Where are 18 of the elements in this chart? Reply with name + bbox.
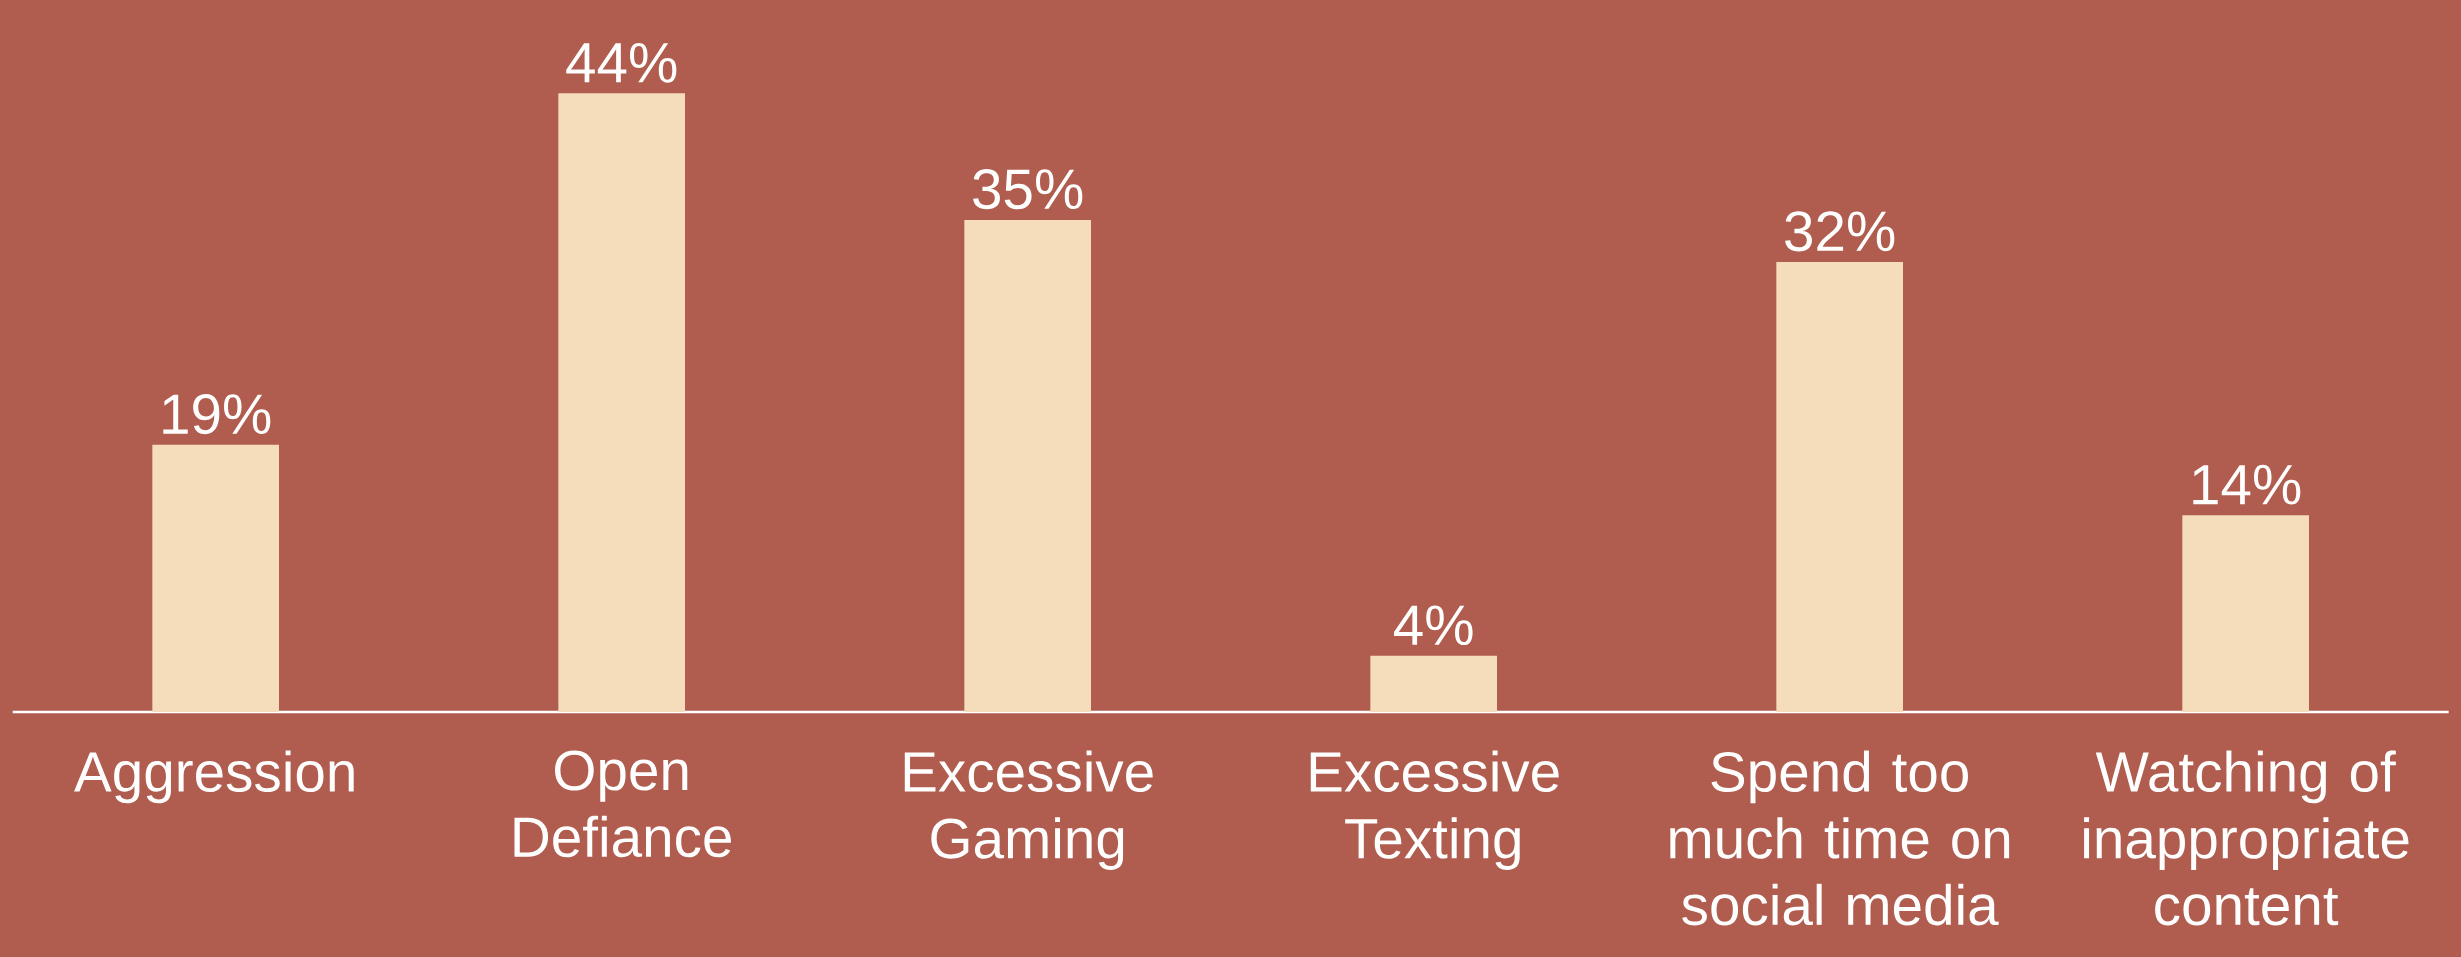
x-tick-label: Open Defiance: [514, 750, 731, 858]
data-label: 32%: [1785, 211, 1895, 252]
bar: [558, 93, 685, 712]
bar: [152, 444, 280, 712]
bar: [964, 219, 1092, 712]
x-tick-label: Aggression: [74, 750, 354, 804]
bar: [1370, 655, 1497, 712]
bar: [1776, 262, 1903, 712]
data-label: 4%: [1394, 605, 1473, 646]
x-tick-label: Spend too much time on social media: [1670, 750, 2010, 926]
x-tick-label: Excessive Texting: [1310, 750, 1559, 870]
x-tick-label: Watching of inappropriate content: [2084, 750, 2409, 926]
bar: [2182, 515, 2309, 712]
data-label: 44%: [566, 43, 677, 83]
data-label: 35%: [973, 169, 1083, 210]
data-label: 14%: [2193, 464, 2301, 505]
x-tick-label: Excessive Gaming: [904, 750, 1153, 870]
data-label: 19%: [163, 394, 271, 435]
